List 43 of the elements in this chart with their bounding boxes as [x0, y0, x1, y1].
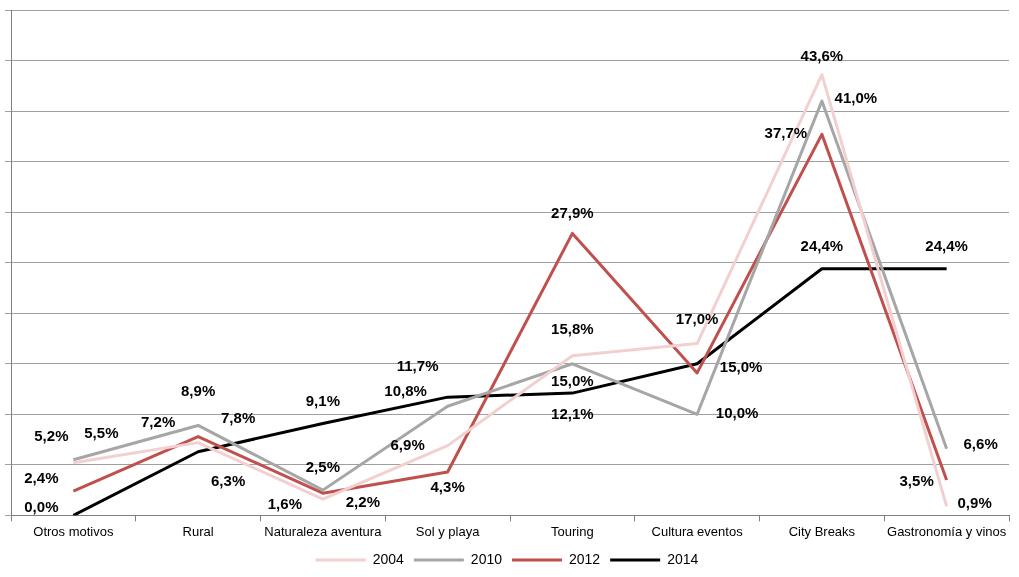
data-label: 6,9%: [390, 435, 425, 453]
x-tick-label: Rural: [182, 523, 214, 539]
data-label: 6,3%: [211, 471, 246, 489]
data-label: 41,0%: [834, 89, 878, 107]
data-label: 4,3%: [430, 478, 465, 496]
legend-label: 2014: [667, 550, 699, 567]
data-label: 15,8%: [551, 319, 594, 337]
data-label: 1,6%: [267, 495, 302, 513]
legend-label: 2010: [470, 550, 503, 567]
data-label: 3,5%: [899, 472, 934, 490]
x-tick-label: Cultura eventos: [651, 523, 744, 539]
legend-label: 2012: [569, 550, 601, 567]
x-tick-label: Gastronomía y vinos: [887, 523, 1007, 539]
data-label: 37,7%: [764, 124, 808, 142]
data-label: 5,5%: [84, 423, 119, 441]
data-label: 15,0%: [719, 357, 763, 375]
data-label: 15,0%: [551, 371, 594, 389]
x-tick-label: Sol y playa: [415, 523, 481, 539]
data-label: 2,2%: [345, 493, 380, 511]
data-label: 24,4%: [800, 236, 844, 254]
x-tick-label: Otros motivos: [33, 523, 114, 539]
data-label: 0,0%: [24, 497, 59, 515]
data-label: 10,8%: [384, 382, 427, 400]
data-label: 2,4%: [24, 469, 59, 487]
data-label: 8,9%: [181, 381, 216, 399]
x-tick-label: Touring: [551, 523, 594, 539]
data-label: 5,2%: [34, 426, 69, 444]
data-label: 43,6%: [800, 46, 844, 64]
data-label: 9,1%: [305, 391, 340, 409]
data-label: 11,7%: [396, 357, 439, 375]
x-tick-label: Naturaleza aventura: [264, 523, 383, 539]
data-label: 7,8%: [221, 408, 256, 426]
data-label: 12,1%: [551, 405, 594, 423]
data-label: 17,0%: [675, 309, 719, 327]
legend-label: 2004: [372, 550, 405, 567]
data-label: 27,9%: [551, 203, 594, 221]
data-label: 6,6%: [963, 434, 998, 452]
data-label: 2,5%: [305, 458, 340, 476]
data-label: 24,4%: [925, 236, 968, 254]
data-label: 10,0%: [715, 404, 759, 422]
data-label: 7,2%: [141, 412, 176, 430]
x-tick-label: City Breaks: [788, 523, 856, 539]
data-label: 0,9%: [957, 494, 992, 512]
